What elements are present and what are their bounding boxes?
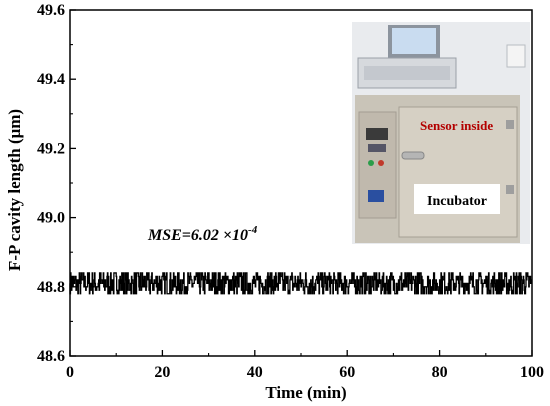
incubator-door (398, 106, 518, 238)
monitor-screen (392, 28, 436, 54)
y-tick-labels: 48.6 48.8 49.0 49.2 49.4 49.6 (37, 2, 65, 365)
green-light-icon (368, 160, 374, 166)
mse-exponent: -4 (248, 224, 258, 236)
x-tick-label: 0 (66, 364, 74, 381)
y-tick-label: 49.2 (37, 140, 65, 157)
x-tick-label: 80 (432, 364, 448, 381)
x-tick-label: 40 (247, 364, 263, 381)
wall-switch-icon (506, 44, 526, 68)
x-tick-label: 100 (520, 364, 544, 381)
sensor-inside-label: Sensor inside (420, 118, 493, 133)
series-line (69, 272, 532, 295)
y-tick-label: 49.6 (37, 2, 65, 19)
y-tick-label: 49.0 (37, 210, 65, 227)
x-tick-label: 60 (339, 364, 355, 381)
mse-text: MSE=6.02 ×10 (147, 227, 248, 244)
control-panel (358, 111, 397, 219)
mse-annotation: MSE=6.02 ×10-4 (147, 224, 258, 244)
door-handle-icon (401, 151, 425, 160)
instrument-panel (364, 66, 450, 80)
y-axis-title: F-P cavity length (μm) (5, 109, 24, 271)
y-tick-label: 48.8 (37, 279, 65, 296)
tick-marks (69, 9, 533, 357)
incubator-label: Incubator (427, 194, 487, 209)
hinge-icon (506, 120, 514, 129)
incubator-label-box (414, 184, 500, 214)
x-tick-label: 20 (154, 364, 170, 381)
y-tick-label: 48.6 (37, 348, 65, 365)
y-tick-label: 49.4 (37, 71, 65, 88)
hinge-icon (506, 185, 514, 194)
x-tick-labels: 0 20 40 60 80 100 (66, 364, 544, 381)
display-icon (366, 128, 388, 140)
label-plate-icon (368, 190, 384, 202)
x-axis-title: Time (min) (265, 383, 346, 402)
keypad-icon (368, 144, 386, 152)
red-light-icon (378, 160, 384, 166)
incubator-photo: Sensor inside Incubator (352, 22, 530, 244)
